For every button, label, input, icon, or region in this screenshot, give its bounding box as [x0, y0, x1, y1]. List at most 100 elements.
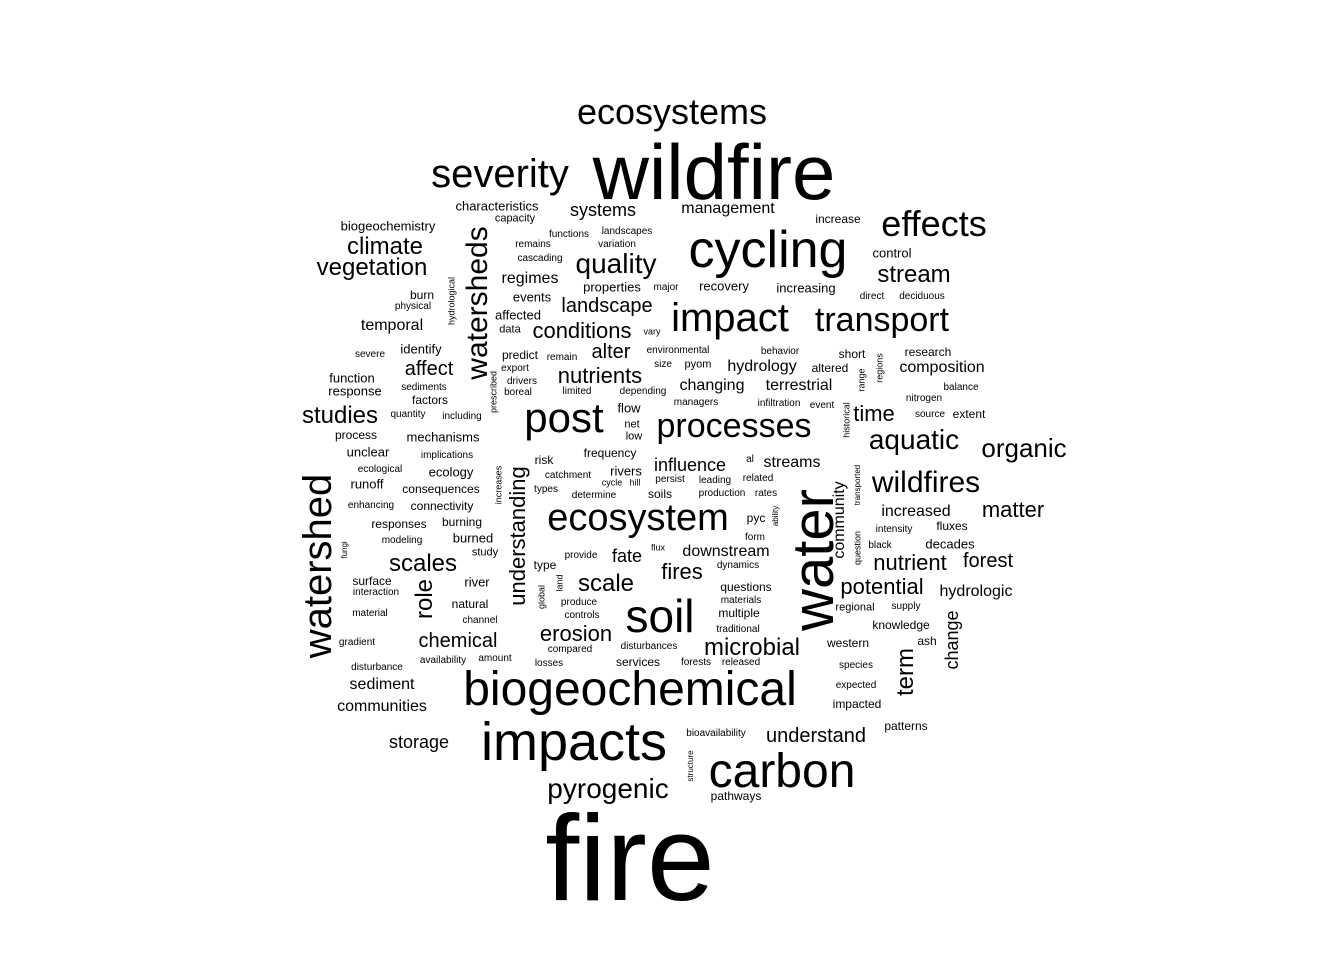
word-fires: fires [661, 559, 703, 584]
word-ecosystem: ecosystem [547, 497, 729, 539]
word-historical: historical [841, 402, 852, 438]
word-disturbances: disturbances [620, 641, 678, 652]
word-rivers: rivers [610, 463, 642, 479]
word-prescribed: prescribed [488, 370, 499, 414]
word-fate: fate [611, 546, 643, 566]
word-community: community [831, 481, 848, 559]
word-type: type [533, 558, 557, 572]
word-vegetation: vegetation [316, 254, 428, 281]
word-materials: materials [720, 595, 762, 606]
word-erosion: erosion [539, 621, 613, 646]
word-changing: changing [679, 377, 745, 394]
word-regional: regional [835, 601, 875, 614]
word-pyc: pyc [746, 511, 766, 525]
word-severity: severity [431, 152, 569, 196]
word-losses: losses [534, 658, 564, 669]
word-consequences: consequences [402, 482, 480, 496]
word-role: role [411, 578, 438, 620]
word-hill: hill [629, 477, 641, 488]
word-determine: determine [571, 490, 617, 501]
word-balance: balance [943, 382, 979, 393]
word-scales: scales [388, 550, 458, 577]
word-function: function [329, 370, 375, 386]
word-aquatic: aquatic [868, 424, 960, 455]
word-modeling: modeling [381, 535, 423, 546]
word-including: including [442, 411, 482, 422]
word-climate: climate [346, 233, 424, 260]
word-flux: flux [650, 542, 666, 553]
word-matter: matter [981, 497, 1045, 522]
word-disturbance: disturbance [351, 662, 403, 673]
word-supply: supply [891, 601, 921, 612]
word-data: data [499, 323, 521, 336]
word-form: form [745, 532, 765, 543]
word-rates: rates [754, 488, 778, 499]
word-conditions: conditions [532, 318, 632, 343]
word-environmental: environmental [646, 345, 710, 356]
word-traditional: traditional [716, 624, 760, 635]
word-persist: persist [655, 474, 685, 485]
word-related: related [742, 473, 774, 484]
word-communities: communities [337, 698, 427, 715]
word-frequency: frequency [583, 446, 637, 460]
word-quantity: quantity [390, 409, 426, 420]
word-terrestrial: terrestrial [765, 377, 833, 394]
word-remain: remain [546, 352, 578, 363]
word-forest: forest [962, 550, 1014, 572]
word-variation: variation [598, 239, 636, 250]
word-risk: risk [534, 453, 554, 467]
word-increases: increases [493, 465, 504, 505]
word-question: question [852, 530, 863, 566]
word-managers: managers [673, 397, 719, 408]
word-land: land [554, 574, 565, 592]
word-systems: systems [569, 200, 637, 220]
word-increase: increase [815, 212, 861, 226]
word-wildfires: wildfires [871, 466, 981, 499]
word-fire: fire [545, 790, 715, 926]
word-studies: studies [301, 402, 379, 429]
word-effects: effects [881, 203, 987, 244]
word-multiple: multiple [718, 606, 760, 620]
word-hydrological: hydrological [446, 276, 457, 326]
word-export: export [501, 363, 529, 374]
word-ash: ash [917, 634, 937, 648]
word-biogeochemistry: biogeochemistry [340, 218, 436, 234]
word-direct: direct [859, 291, 885, 302]
word-sediment: sediment [349, 676, 415, 693]
word-services: services [615, 655, 661, 669]
word-expected: expected [835, 680, 877, 691]
word-channel: channel [462, 615, 498, 626]
word-streams: streams [763, 454, 821, 471]
word-stream: stream [877, 261, 951, 288]
word-short: short [838, 347, 866, 361]
word-study: study [471, 546, 499, 559]
word-impact: impact [671, 296, 789, 340]
word-cascading: cascading [517, 253, 563, 264]
word-response: response [328, 383, 382, 399]
word-forests: forests [680, 657, 712, 668]
word-change: change [942, 610, 962, 670]
word-nitrogen: nitrogen [905, 393, 943, 404]
word-post: post [524, 394, 604, 441]
word-management: management [681, 200, 775, 217]
word-regions: regions [874, 353, 885, 383]
word-time: time [853, 401, 895, 426]
word-scale: scale [577, 570, 635, 597]
word-knowledge: knowledge [872, 618, 930, 632]
word-process: process [334, 428, 378, 442]
word-cycle: cycle [601, 477, 623, 488]
word-enhancing: enhancing [347, 500, 395, 511]
word-sediments: sediments [401, 382, 447, 393]
word-increasing: increasing [776, 280, 836, 296]
word-major: major [653, 282, 679, 293]
word-patterns: patterns [884, 719, 928, 733]
word-wildfire: wildfire [592, 128, 836, 216]
word-limited: limited [562, 386, 592, 397]
word-ecosystems: ecosystems [576, 91, 768, 132]
word-carbon: carbon [708, 745, 856, 798]
word-hydrologic: hydrologic [939, 583, 1013, 600]
word-extent: extent [952, 407, 986, 421]
word-affect: affect [404, 358, 454, 380]
word-remains: remains [515, 239, 551, 250]
